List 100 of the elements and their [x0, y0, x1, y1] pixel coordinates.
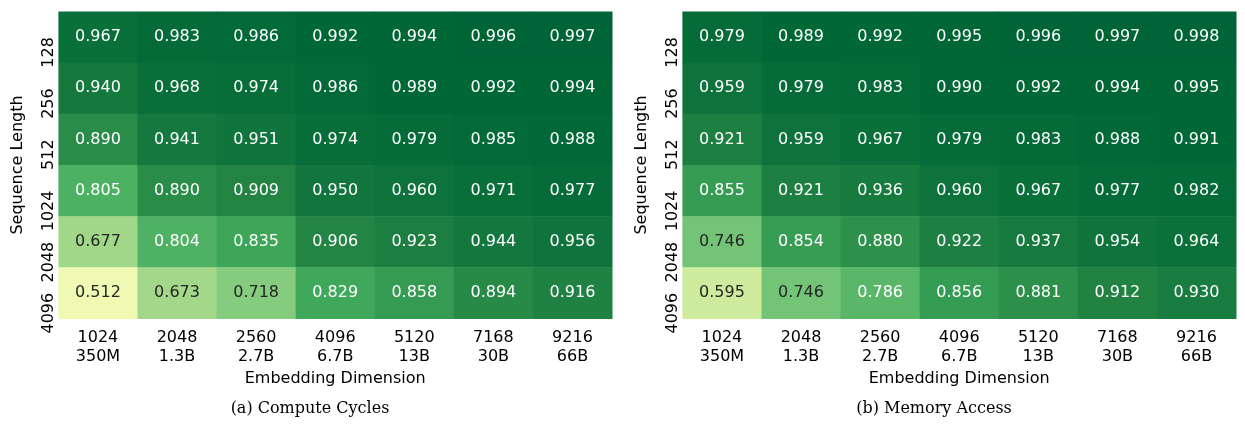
- data-label: 0.994: [549, 77, 596, 97]
- data-label: 0.805: [75, 179, 121, 199]
- data-label: 0.982: [1173, 179, 1220, 199]
- data-label: 0.997: [549, 26, 596, 46]
- y-tick-label: 1024: [661, 190, 681, 232]
- data-label: 0.992: [312, 26, 359, 46]
- data-label: 0.944: [470, 230, 517, 250]
- data-label: 0.856: [936, 281, 983, 301]
- data-label: 0.968: [154, 77, 200, 97]
- data-label: 0.960: [936, 179, 983, 199]
- x-tick-label: 4096 6.7B: [314, 327, 356, 366]
- data-label: 0.994: [1094, 77, 1141, 97]
- data-label: 0.894: [470, 281, 517, 301]
- text: (a) Compute Cycles: [229, 398, 391, 417]
- data-label: 0.979: [936, 128, 983, 148]
- y-tick-label: 4096: [37, 292, 57, 334]
- data-label: 0.989: [391, 77, 438, 97]
- data-label: 0.941: [154, 128, 200, 148]
- x-tick-label: 7168 30B: [473, 327, 514, 366]
- data-label: 0.921: [778, 179, 824, 199]
- data-label: 0.512: [75, 281, 121, 301]
- data-label: 0.996: [470, 26, 517, 46]
- data-label: 0.673: [154, 281, 200, 301]
- y-tick-label: 256: [37, 88, 57, 119]
- y-tick-label: 256: [661, 88, 681, 119]
- data-label: 0.989: [778, 26, 824, 46]
- data-label: 0.746: [778, 281, 824, 301]
- data-label: 0.992: [857, 26, 904, 46]
- data-label: 0.964: [1173, 230, 1220, 250]
- data-label: 0.986: [312, 77, 359, 97]
- data-label: 0.974: [233, 77, 280, 97]
- data-label: 0.977: [1094, 179, 1141, 199]
- data-label: 0.923: [391, 230, 438, 250]
- data-label: 0.930: [1173, 281, 1220, 301]
- data-label: 0.950: [312, 179, 359, 199]
- x-axis-title: Embedding Dimension: [868, 367, 1050, 387]
- data-label: 0.746: [699, 230, 745, 250]
- data-label: 0.909: [233, 179, 280, 199]
- data-label: 0.595: [699, 281, 745, 301]
- y-tick-label: 128: [661, 37, 681, 68]
- y-tick-label: 512: [37, 139, 57, 170]
- data-label: 0.983: [1015, 128, 1062, 148]
- data-label: 0.979: [699, 26, 745, 46]
- data-label: 0.937: [1015, 230, 1062, 250]
- data-label: 0.974: [312, 128, 359, 148]
- data-label: 0.921: [699, 128, 745, 148]
- data-label: 0.967: [75, 26, 121, 46]
- data-label: 0.858: [391, 281, 438, 301]
- data-label: 0.906: [312, 230, 359, 250]
- data-label: 0.977: [549, 179, 596, 199]
- data-label: 0.890: [154, 179, 200, 199]
- data-label: 0.916: [549, 281, 596, 301]
- data-label: 0.854: [778, 230, 824, 250]
- data-label: 0.890: [75, 128, 121, 148]
- data-label: 0.936: [857, 179, 904, 199]
- data-label: 0.988: [1094, 128, 1141, 148]
- data-label: 0.954: [1094, 230, 1141, 250]
- x-tick-label: 5120 13B: [393, 327, 435, 366]
- data-label: 0.995: [936, 26, 983, 46]
- y-tick-label: 4096: [661, 292, 681, 334]
- x-tick-label: 2048 1.3B: [156, 327, 198, 366]
- y-tick-label: 2048: [37, 241, 57, 283]
- data-label: 0.986: [233, 26, 280, 46]
- data-label: 0.880: [857, 230, 904, 250]
- data-label: 0.922: [936, 230, 983, 250]
- data-label: 0.983: [857, 77, 904, 97]
- data-label: 0.959: [778, 128, 824, 148]
- data-label: 0.881: [1015, 281, 1062, 301]
- data-label: 0.983: [154, 26, 200, 46]
- data-label: 0.994: [391, 26, 438, 46]
- data-label: 0.960: [391, 179, 438, 199]
- y-tick-label: 2048: [661, 241, 681, 283]
- x-tick-label: 9216 66B: [1176, 327, 1217, 366]
- data-label: 0.951: [233, 128, 280, 148]
- data-label: 0.786: [857, 281, 904, 301]
- data-label: 0.995: [1173, 77, 1220, 97]
- data-label: 0.959: [699, 77, 745, 97]
- y-tick-label: 512: [661, 139, 681, 170]
- data-label: 0.829: [312, 281, 359, 301]
- x-tick-label: 2048 1.3B: [780, 327, 822, 366]
- data-label: 0.985: [470, 128, 517, 148]
- data-label: 0.971: [470, 179, 517, 199]
- data-label: 0.979: [778, 77, 824, 97]
- text: (b) Memory Access: [855, 398, 1013, 417]
- data-label: 0.804: [154, 230, 200, 250]
- data-label: 0.991: [1173, 128, 1220, 148]
- y-axis-title: Sequence Length: [6, 95, 26, 235]
- data-label: 0.967: [857, 128, 904, 148]
- x-axis-title: Embedding Dimension: [244, 367, 426, 387]
- data-label: 0.992: [1015, 77, 1062, 97]
- data-label: 0.998: [1173, 26, 1220, 46]
- data-label: 0.855: [699, 179, 745, 199]
- x-tick-label: 7168 30B: [1097, 327, 1138, 366]
- x-tick-label: 4096 6.7B: [938, 327, 980, 366]
- y-axis-title: Sequence Length: [630, 95, 650, 235]
- y-tick-label: 1024: [37, 190, 57, 232]
- data-label: 0.996: [1015, 26, 1062, 46]
- data-label: 0.967: [1015, 179, 1062, 199]
- data-label: 0.718: [233, 281, 280, 301]
- data-label: 0.979: [391, 128, 438, 148]
